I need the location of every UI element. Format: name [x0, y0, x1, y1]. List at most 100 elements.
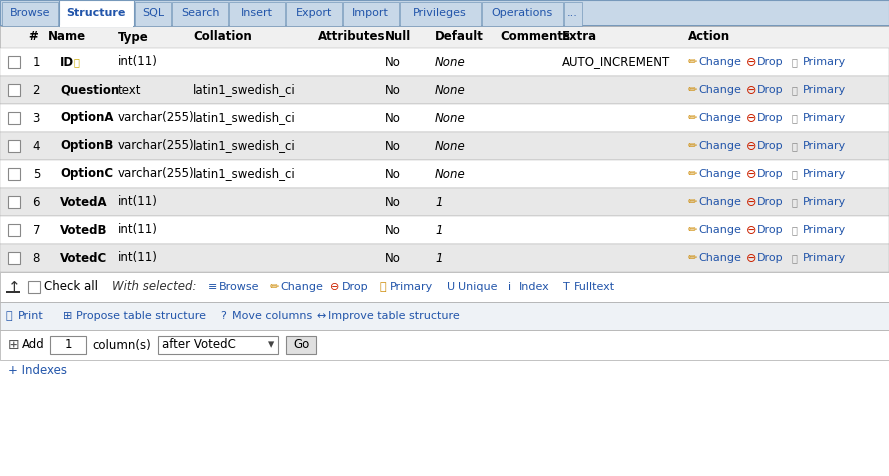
Text: AUTO_INCREMENT: AUTO_INCREMENT — [562, 56, 670, 69]
Text: Type: Type — [118, 30, 148, 43]
Text: text: text — [118, 83, 141, 97]
Text: ⊖: ⊖ — [746, 111, 757, 125]
Text: ⊖: ⊖ — [746, 83, 757, 97]
Text: int(11): int(11) — [118, 251, 158, 265]
Text: Primary: Primary — [803, 113, 846, 123]
Text: Check all: Check all — [44, 280, 98, 294]
Text: Change: Change — [698, 57, 741, 67]
Text: Add: Add — [22, 338, 44, 351]
Bar — [8, 84, 20, 96]
Bar — [172, 2, 228, 26]
Text: Drop: Drop — [757, 57, 783, 67]
Text: Change: Change — [698, 253, 741, 263]
Text: ⊖: ⊖ — [331, 282, 340, 292]
Text: VotedA: VotedA — [60, 196, 108, 208]
Bar — [2, 2, 58, 26]
Text: Primary: Primary — [803, 225, 846, 235]
Bar — [28, 281, 40, 293]
Text: Default: Default — [435, 30, 484, 43]
Text: latin1_swedish_ci: latin1_swedish_ci — [193, 83, 296, 97]
Text: OptionB: OptionB — [60, 139, 114, 152]
Text: No: No — [385, 83, 401, 97]
Text: Collation: Collation — [193, 30, 252, 43]
Text: Extra: Extra — [562, 30, 597, 43]
Text: 1: 1 — [435, 224, 443, 237]
Bar — [8, 112, 20, 124]
Bar — [399, 2, 481, 26]
Text: after VotedC: after VotedC — [162, 338, 236, 351]
Bar — [8, 168, 20, 180]
Bar — [0, 216, 889, 244]
Text: Primary: Primary — [390, 282, 434, 292]
Text: column(s): column(s) — [92, 338, 151, 351]
Text: Name: Name — [48, 30, 86, 43]
Bar — [0, 104, 889, 132]
Text: No: No — [385, 139, 401, 152]
Text: ✏: ✏ — [688, 225, 697, 235]
Text: Browse: Browse — [10, 8, 50, 18]
Text: Null: Null — [385, 30, 412, 43]
Bar — [0, 188, 889, 216]
Text: Operations: Operations — [492, 8, 553, 18]
Text: None: None — [435, 111, 466, 125]
Text: With selected:: With selected: — [112, 280, 196, 294]
Text: varchar(255): varchar(255) — [118, 139, 195, 152]
Text: Drop: Drop — [341, 282, 368, 292]
Text: Change: Change — [280, 282, 323, 292]
Text: 🔑: 🔑 — [792, 197, 797, 207]
Text: Search: Search — [181, 8, 220, 18]
Text: latin1_swedish_ci: latin1_swedish_ci — [193, 168, 296, 180]
Text: 1: 1 — [435, 251, 443, 265]
Text: No: No — [385, 224, 401, 237]
Bar — [0, 244, 889, 272]
Text: Comments: Comments — [500, 30, 570, 43]
Text: ✏: ✏ — [688, 197, 697, 207]
Text: ⊖: ⊖ — [746, 196, 757, 208]
Bar — [8, 224, 20, 236]
Text: Change: Change — [698, 141, 741, 151]
Text: OptionC: OptionC — [60, 168, 113, 180]
Bar — [60, 25, 132, 27]
Text: int(11): int(11) — [118, 196, 158, 208]
Bar — [8, 140, 20, 152]
Text: + Indexes: + Indexes — [8, 364, 67, 377]
Text: Drop: Drop — [757, 225, 783, 235]
Text: 🔑: 🔑 — [792, 113, 797, 123]
Text: ⊖: ⊖ — [746, 168, 757, 180]
Text: No: No — [385, 168, 401, 180]
Bar — [0, 160, 889, 188]
Text: Unique: Unique — [458, 282, 497, 292]
Text: i: i — [508, 282, 511, 292]
Text: Change: Change — [698, 85, 741, 95]
Text: 6: 6 — [33, 196, 40, 208]
Text: VotedB: VotedB — [60, 224, 108, 237]
Bar — [482, 2, 563, 26]
Text: T: T — [563, 282, 570, 292]
Text: 🔑: 🔑 — [792, 225, 797, 235]
Text: 🖨: 🖨 — [6, 311, 12, 321]
Text: Move columns: Move columns — [232, 311, 312, 321]
Text: 🔑: 🔑 — [792, 253, 797, 263]
Text: 1: 1 — [64, 338, 72, 351]
Text: None: None — [435, 139, 466, 152]
Text: ...: ... — [567, 8, 578, 18]
Bar — [8, 56, 20, 68]
Text: No: No — [385, 251, 401, 265]
Text: Primary: Primary — [803, 57, 846, 67]
Bar — [0, 132, 889, 160]
Text: 7: 7 — [33, 224, 40, 237]
Text: ↔: ↔ — [316, 311, 325, 321]
Text: ✏: ✏ — [688, 253, 697, 263]
Text: Propose table structure: Propose table structure — [76, 311, 205, 321]
Text: VotedC: VotedC — [60, 251, 108, 265]
Text: Change: Change — [698, 197, 741, 207]
Text: Drop: Drop — [757, 113, 783, 123]
Text: 8: 8 — [33, 251, 40, 265]
Bar — [0, 25, 889, 26]
Text: Import: Import — [352, 8, 389, 18]
Text: Drop: Drop — [757, 197, 783, 207]
Text: Attributes: Attributes — [318, 30, 386, 43]
Text: 🔑: 🔑 — [792, 169, 797, 179]
Text: Action: Action — [688, 30, 730, 43]
Text: None: None — [435, 83, 466, 97]
